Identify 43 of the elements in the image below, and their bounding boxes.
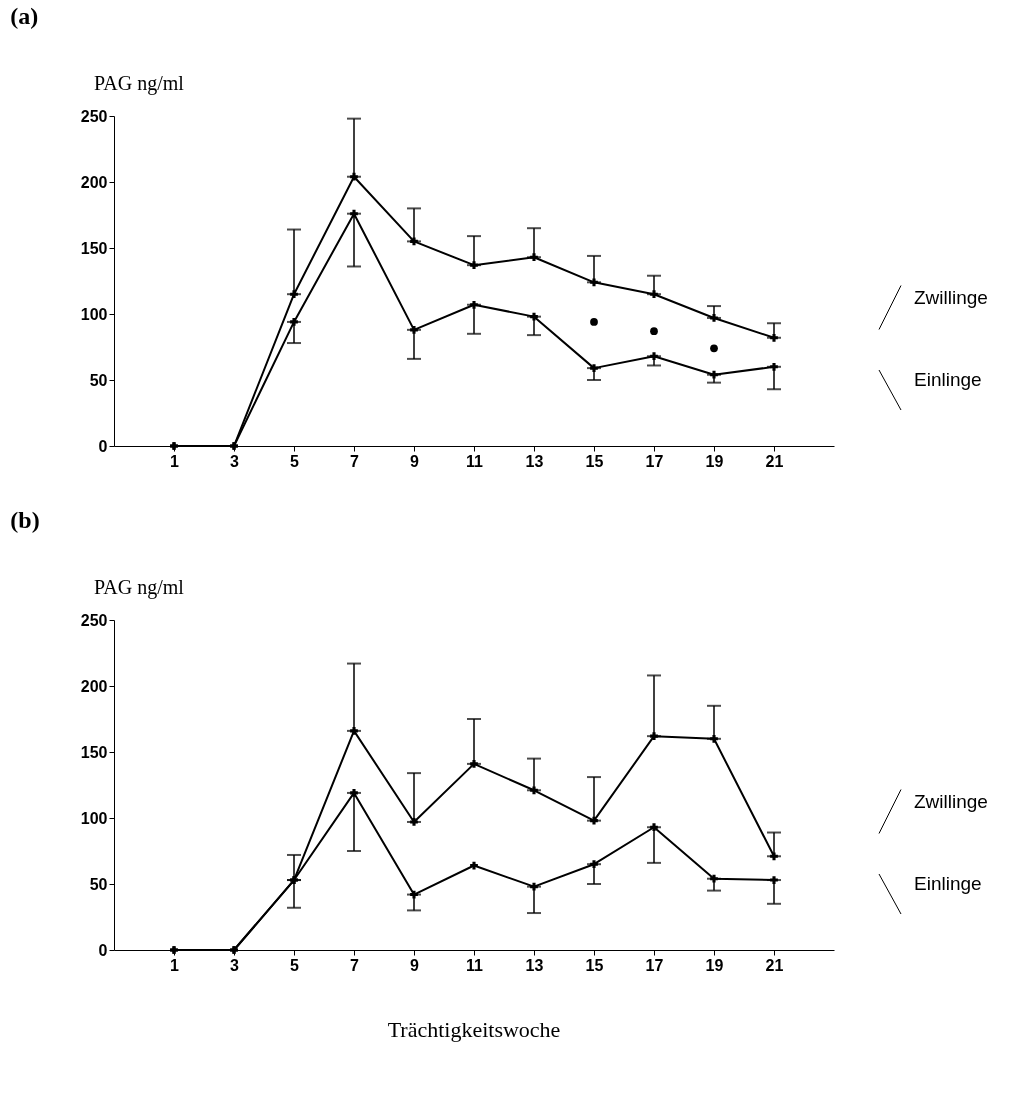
x-tick-label: 1: [170, 956, 180, 974]
legend-label: Einlinge: [914, 369, 982, 390]
y-axis-title: PAG ng/ml: [94, 576, 185, 599]
y-axis-title: PAG ng/ml: [94, 72, 185, 95]
x-tick-label: 15: [585, 452, 604, 470]
x-tick-label: 3: [230, 452, 240, 470]
y-tick-label: 200: [80, 173, 108, 191]
legend-label: Zwillinge: [914, 286, 988, 308]
x-tick-label: 13: [525, 452, 544, 470]
x-tick-label: 7: [350, 452, 360, 470]
x-tick-label: 1: [170, 452, 180, 470]
x-tick-label: 11: [466, 956, 484, 974]
y-tick-label: 250: [80, 107, 108, 125]
chart-title: (b): [10, 507, 40, 533]
y-tick-label: 50: [89, 371, 108, 389]
y-tick-label: 150: [80, 743, 108, 761]
y-tick-label: 100: [80, 809, 108, 827]
text: Zwillinge: [914, 790, 988, 812]
y-tick-label: 100: [80, 305, 108, 323]
x-tick-label: 3: [230, 956, 240, 974]
x-tick-label: 15: [585, 956, 604, 974]
x-tick-label: 19: [705, 452, 724, 470]
x-tick-label: 9: [410, 956, 420, 974]
x-tick-label: 21: [765, 452, 784, 470]
x-tick-label: 7: [350, 956, 360, 974]
y-tick-label: 250: [80, 611, 108, 629]
y-tick-label: 200: [80, 677, 108, 695]
x-tick-label: 21: [765, 956, 784, 974]
x-tick-label: 9: [410, 452, 420, 470]
x-tick-label: 17: [645, 452, 664, 470]
x-tick-label: 5: [290, 956, 300, 974]
chart-title: (a): [10, 3, 39, 29]
x-tick-label: 11: [466, 452, 484, 470]
y-tick-label: 150: [80, 239, 108, 257]
x-tick-label: 17: [645, 956, 664, 974]
x-axis-title: Trächtigkeitswoche: [387, 1017, 561, 1042]
x-tick-label: 19: [705, 956, 724, 974]
y-tick-label: 50: [89, 875, 108, 893]
x-tick-label: 13: [525, 956, 544, 974]
x-tick-label: 5: [290, 452, 300, 470]
text: Einlinge: [914, 873, 982, 894]
y-tick-label: 0: [98, 941, 108, 959]
y-tick-label: 0: [98, 437, 108, 455]
